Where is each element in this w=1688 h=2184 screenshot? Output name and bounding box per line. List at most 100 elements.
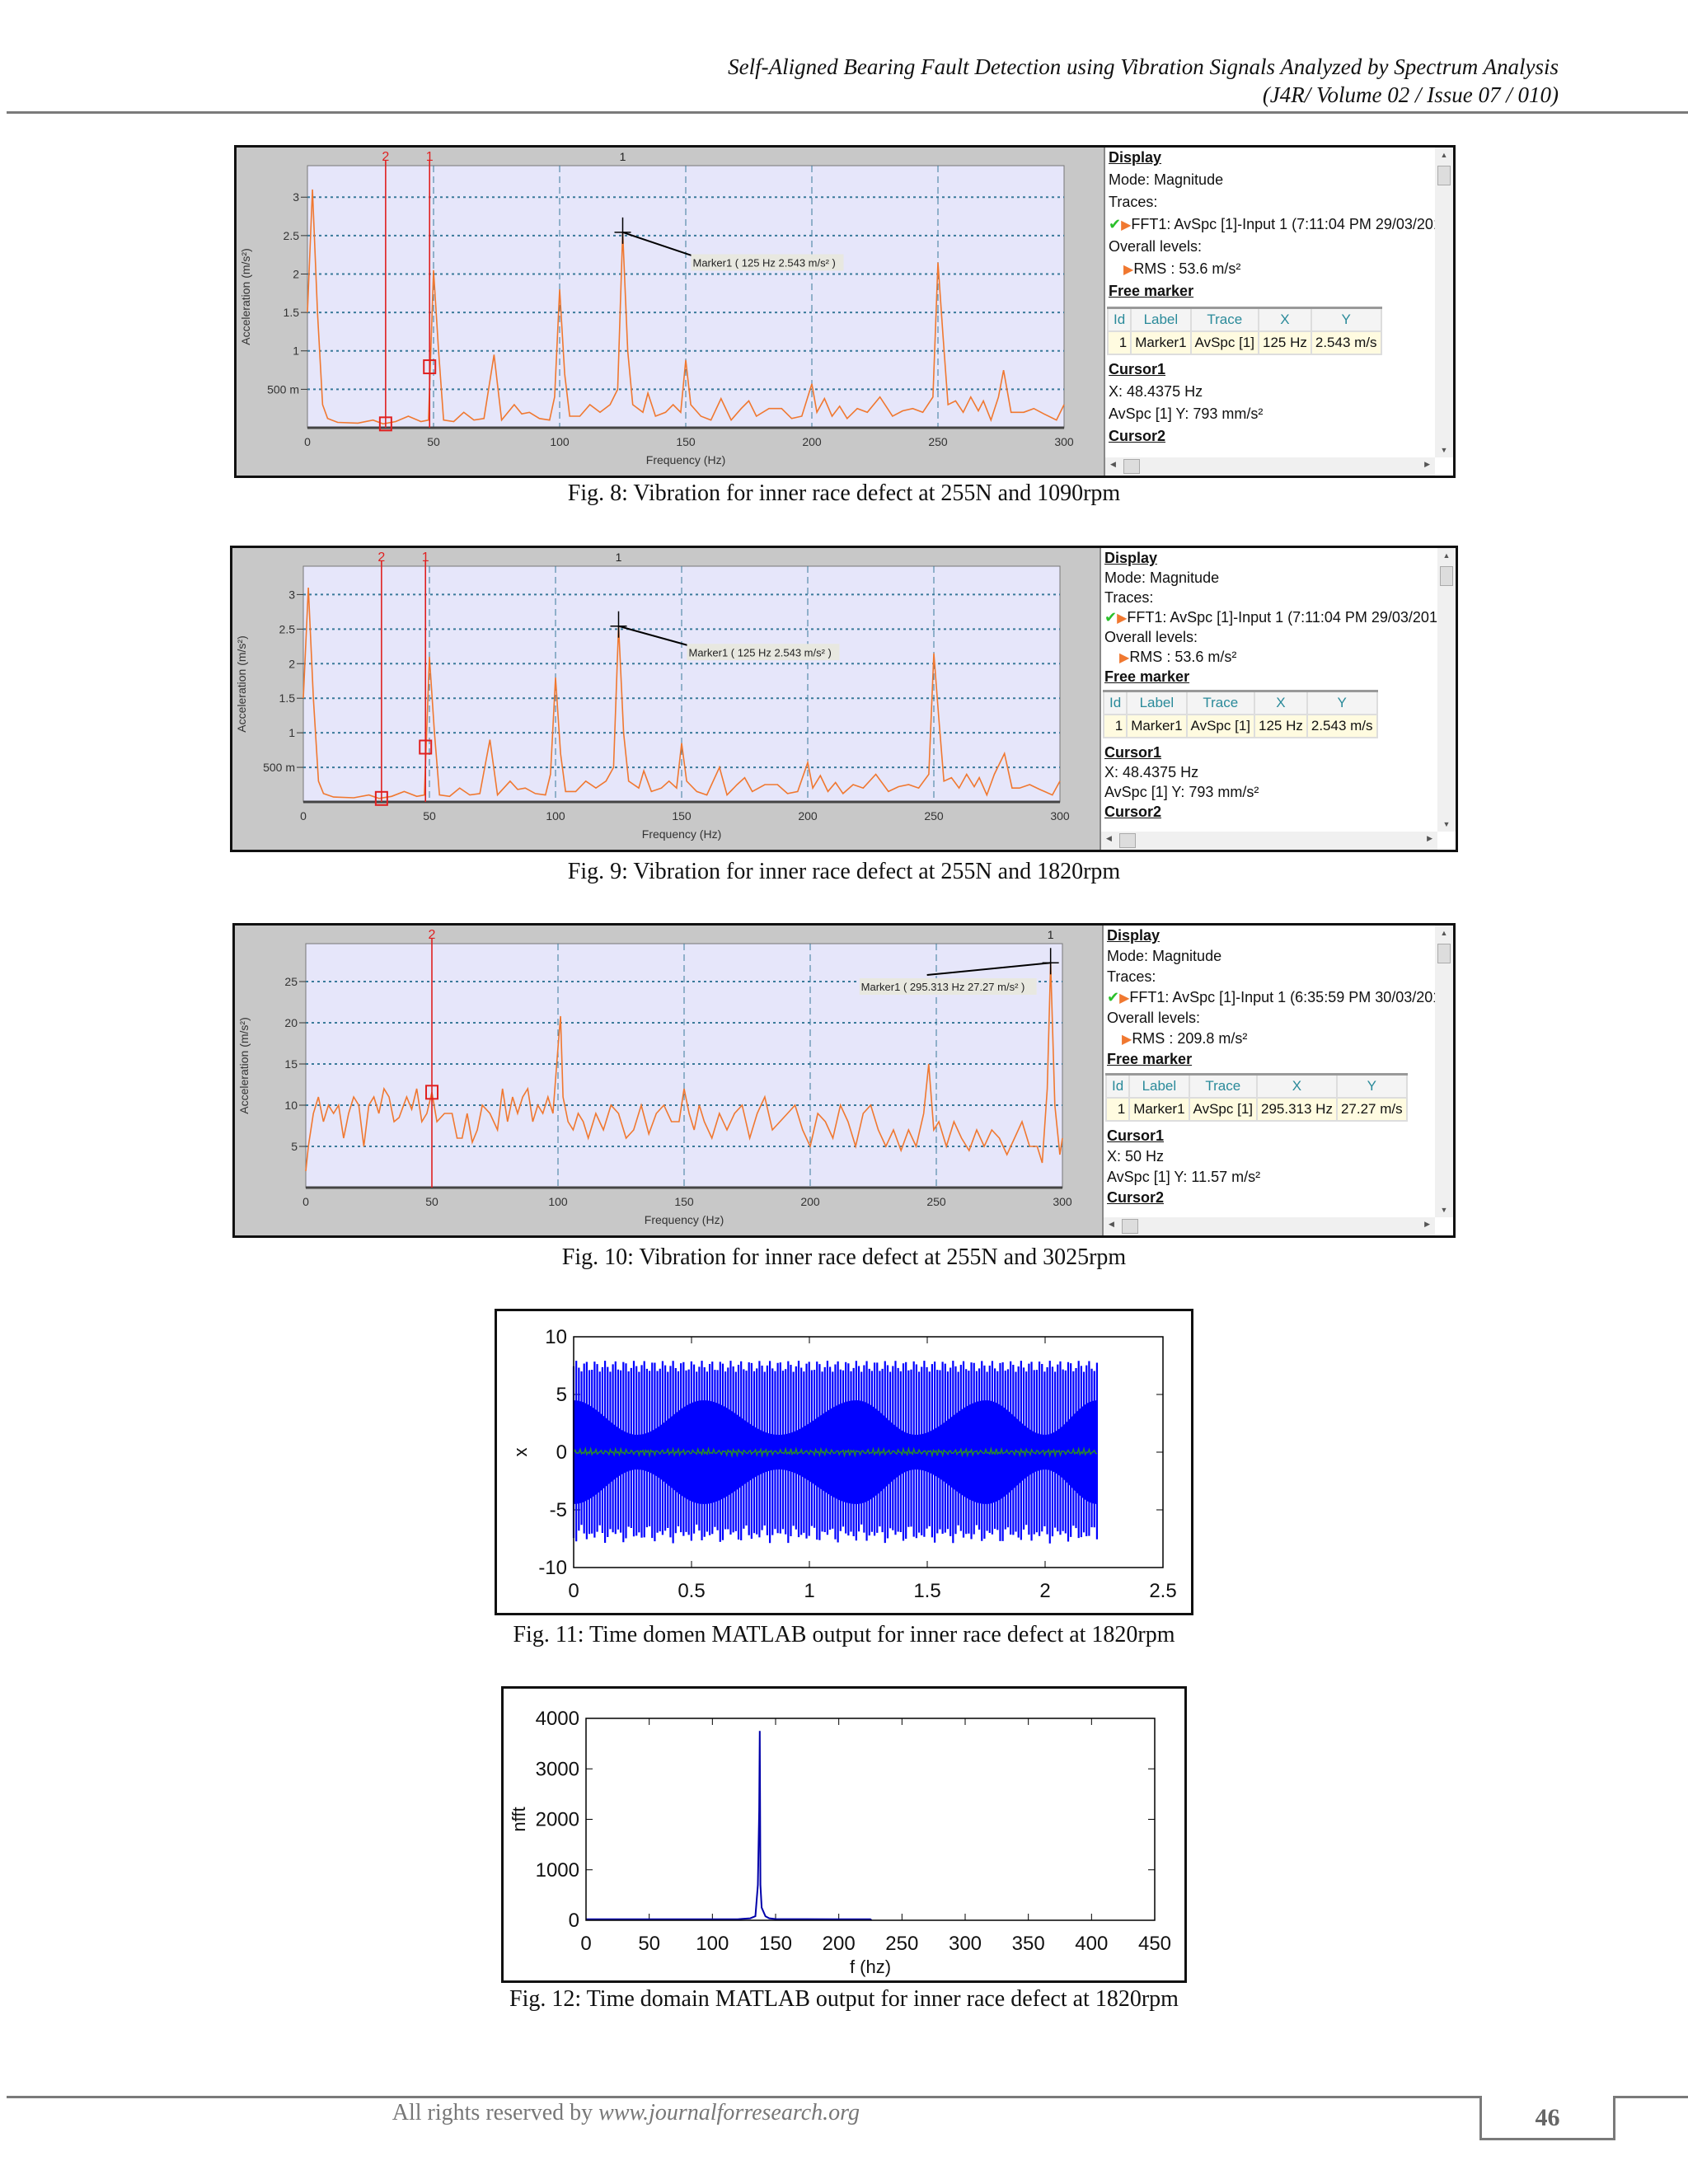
cursor1-x: X: 48.4375 Hz	[1109, 383, 1203, 401]
cursor1-y-text: AvSpc [1] Y: 793 mm/s²	[1109, 405, 1264, 422]
info-content: Display Mode: Magnitude Traces: ✔▶FFT1: AvS…	[1105, 148, 1435, 457]
table-row[interactable]: 1 Marker1 AvSpc [1] 125 Hz 2.543 m/s	[1102, 714, 1378, 738]
marker-leader-line	[622, 231, 693, 257]
cursor-box	[374, 790, 388, 806]
x-tick-label: 250	[928, 435, 948, 448]
scrollbar-thumb[interactable]	[1123, 459, 1140, 474]
x-tick-label: 0	[300, 809, 307, 823]
spectrum-trace	[302, 587, 1061, 799]
analyzer-info-panel: Display Mode: Magnitude Traces: ✔▶FFT1: AvS…	[1100, 548, 1456, 850]
y-tick-label: 1.5	[284, 306, 300, 319]
x-tick-label: 150	[676, 435, 696, 448]
cursor1-y: AvSpc [1] Y: 11.57 m/s²	[1107, 1169, 1260, 1186]
y-axis-label: x	[510, 1448, 531, 1457]
table-header-row: Id Label Trace X Y	[1106, 307, 1382, 332]
y-tick-label: 500 m	[263, 761, 295, 774]
horizontal-scrollbar[interactable]: ◀ ▶	[1104, 1217, 1435, 1235]
scroll-up-arrow-icon[interactable]: ▲	[1440, 151, 1448, 159]
y-tick-label: 3000	[536, 1758, 579, 1780]
footer-rule-right	[1615, 2096, 1688, 2098]
vertical-scrollbar[interactable]: ▲ ▼	[1437, 548, 1456, 832]
trace-item: ✔▶FFT1: AvSpc [1]-Input 1 (6:35:59 PM 30…	[1107, 989, 1435, 1007]
scroll-left-arrow-icon[interactable]: ◀	[1106, 834, 1112, 842]
x-tick-label: 2	[1039, 1580, 1050, 1602]
table-row[interactable]: 1 Marker1 AvSpc [1] 295.313 Hz 27.27 m/s	[1104, 1097, 1408, 1122]
scroll-down-arrow-icon[interactable]: ▼	[1442, 820, 1451, 828]
fig10-analyzer-panel: 0 50 100 150 200 250 300 5 10 15 20 25 Frequency (Hz…	[232, 923, 1456, 1238]
scrollbar-thumb[interactable]	[1119, 833, 1136, 848]
x-tick-label: 50	[423, 809, 436, 823]
footer-website-link[interactable]: www.journalforresearch.org	[598, 2100, 860, 2125]
cursor1-x: X: 48.4375 Hz	[1104, 764, 1198, 781]
rms-value-text: RMS : 53.6 m/s²	[1133, 260, 1241, 277]
spectrum-chart: 0 50 100 150 200 250 300 500 m 1 1.5 2 2.5 3 Frequenc…	[239, 150, 1074, 466]
cursor-label: 1	[422, 551, 429, 565]
scrollbar-thumb[interactable]	[1437, 166, 1451, 185]
overall-levels-label: Overall levels:	[1109, 238, 1202, 255]
scroll-left-arrow-icon[interactable]: ◀	[1110, 460, 1116, 468]
free-marker-heading: Free marker	[1109, 283, 1193, 300]
scroll-down-arrow-icon[interactable]: ▼	[1440, 446, 1448, 454]
mode-label-text: Mode: Magnitude	[1104, 569, 1220, 586]
scroll-right-arrow-icon[interactable]: ▶	[1424, 1220, 1430, 1228]
table-cell: AvSpc [1]	[1189, 330, 1260, 355]
x-tick-label: 0	[580, 1933, 591, 1955]
marker-label: 1	[1048, 928, 1054, 941]
y-tick-label: 2	[293, 267, 299, 280]
scroll-left-arrow-icon[interactable]: ◀	[1109, 1220, 1114, 1228]
vertical-scrollbar[interactable]: ▲ ▼	[1435, 926, 1453, 1217]
marker-label: 1	[620, 150, 626, 163]
column-header-id: Id	[1106, 307, 1132, 332]
cursor1-x-text: X: 50 Hz	[1107, 1148, 1165, 1165]
y-tick-label: 3	[288, 588, 295, 601]
scroll-up-arrow-icon[interactable]: ▲	[1440, 929, 1448, 937]
scroll-up-arrow-icon[interactable]: ▲	[1442, 551, 1451, 560]
y-tick-label: 15	[284, 1057, 298, 1071]
free-marker-table: Id Label Trace X Y 1 Marker1 AvSpc [1] 125 Hz 2.5…	[1106, 307, 1382, 355]
trace-item: ✔▶FFT1: AvSpc [1]-Input 1 (7:11:04 PM 29…	[1104, 609, 1437, 627]
table-header-row: Id Label Trace X Y	[1104, 1073, 1408, 1099]
scroll-right-arrow-icon[interactable]: ▶	[1424, 460, 1430, 468]
x-tick-label: 100	[548, 1195, 568, 1208]
table-cell: Marker1	[1130, 330, 1192, 355]
x-tick-label: 300	[1054, 435, 1074, 448]
horizontal-scrollbar[interactable]: ◀ ▶	[1101, 832, 1437, 850]
scrollbar-thumb[interactable]	[1122, 1219, 1138, 1234]
overall-levels-label: Overall levels:	[1104, 629, 1198, 646]
cursor1-x-text: X: 48.4375 Hz	[1109, 383, 1203, 400]
y-tick-label: 1	[288, 726, 295, 739]
footer-rights-prefix: All rights reserved by	[392, 2100, 599, 2125]
running-header-title: Self-Aligned Bearing Fault Detection usi…	[728, 54, 1559, 79]
y-axis-label: Acceleration (m/s²)	[239, 248, 252, 344]
x-tick-label: 1.5	[913, 1580, 940, 1602]
cursor2-heading-text: Cursor2	[1107, 1189, 1165, 1206]
scroll-right-arrow-icon[interactable]: ▶	[1427, 834, 1432, 842]
cursor1-y: AvSpc [1] Y: 793 mm/s²	[1104, 784, 1259, 801]
horizontal-scrollbar[interactable]: ◀ ▶	[1105, 457, 1435, 476]
x-tick-label: 300	[1050, 809, 1070, 823]
fig12-fft-chart: 0 50 100 150 200 250 300 350 400 450 0 1000 2000 3000…	[501, 1686, 1187, 1983]
cursor2-heading: Cursor2	[1107, 1189, 1164, 1207]
cursor1-y-text: AvSpc [1] Y: 11.57 m/s²	[1107, 1169, 1261, 1185]
scrollbar-thumb[interactable]	[1437, 944, 1451, 963]
x-tick-label: 200	[800, 1195, 820, 1208]
y-axis-label: Acceleration (m/s²)	[237, 1017, 251, 1113]
check-icon: ✔	[1104, 609, 1118, 626]
table-row[interactable]: 1 Marker1 AvSpc [1] 125 Hz 2.543 m/s	[1106, 330, 1382, 355]
vertical-scrollbar[interactable]: ▲ ▼	[1435, 148, 1453, 457]
y-tick-label: -10	[538, 1557, 567, 1579]
table-cell: 125 Hz	[1254, 714, 1308, 738]
x-tick-label: 50	[425, 1195, 438, 1208]
column-header-y: Y	[1310, 307, 1382, 332]
display-heading: Display	[1109, 149, 1161, 166]
info-content: Display Mode: Magnitude Traces: ✔▶FFT1: AvS…	[1101, 548, 1437, 832]
x-tick-label: 150	[759, 1933, 792, 1955]
scroll-down-arrow-icon[interactable]: ▼	[1440, 1206, 1448, 1214]
scrollbar-thumb[interactable]	[1440, 566, 1453, 586]
x-tick-label: 50	[427, 435, 440, 448]
analyzer-info-panel: Display Mode: Magnitude Traces: ✔▶FFT1: AvS…	[1104, 148, 1453, 476]
y-tick-label: 4000	[536, 1708, 579, 1730]
footer-rule-left	[7, 2096, 1479, 2098]
x-tick-label: 200	[802, 435, 822, 448]
info-content: Display Mode: Magnitude Traces: ✔▶FFT1: AvS…	[1104, 926, 1435, 1217]
